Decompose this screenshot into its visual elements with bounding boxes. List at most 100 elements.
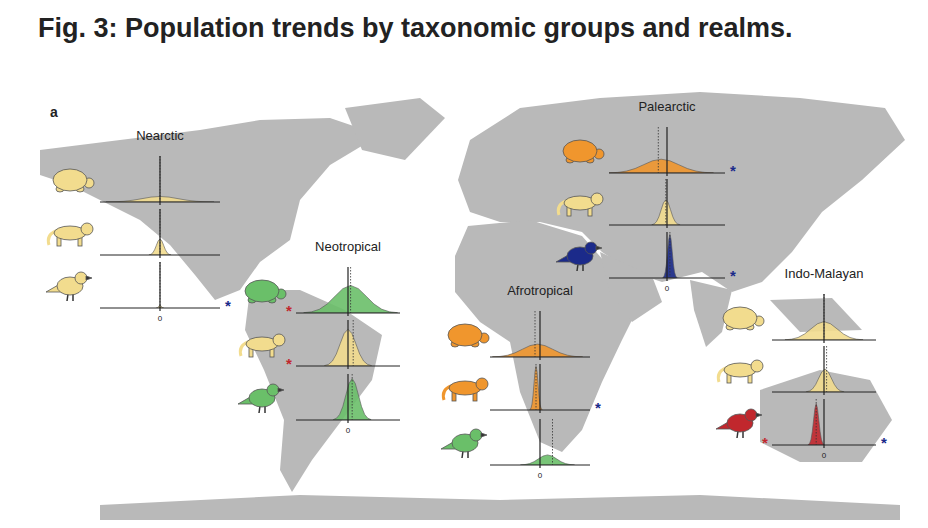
density-panel: Indo-Malayan	[723, 266, 876, 343]
density-panel: Neotropical*	[245, 239, 400, 319]
icon-part	[75, 272, 87, 284]
land	[245, 290, 382, 492]
significance-mark: *	[881, 434, 887, 451]
land	[345, 98, 445, 160]
significance-mark: *	[595, 399, 601, 416]
mean-line	[658, 127, 659, 173]
tick-label: 0	[346, 426, 351, 435]
tick-label: 0	[665, 284, 670, 293]
taxon-icon	[46, 272, 92, 301]
mean-line	[665, 179, 666, 225]
density-area	[806, 369, 843, 392]
icon-part	[245, 280, 279, 302]
data-group	[806, 369, 843, 392]
taxon-icon	[723, 307, 764, 330]
icon-part	[481, 433, 487, 437]
significance-mark: *	[225, 297, 231, 314]
zero-line	[539, 364, 540, 413]
taxon-icon	[443, 378, 488, 401]
tick-label: 0	[822, 451, 827, 460]
icon-part	[273, 334, 285, 346]
taxon-icon	[716, 409, 762, 438]
taxon-icon	[556, 242, 602, 271]
icon-part	[81, 223, 93, 235]
data-group	[304, 285, 398, 313]
icon-part	[53, 169, 87, 191]
mean-line	[536, 364, 537, 410]
realm-title: Nearctic	[136, 128, 184, 143]
data-group	[521, 455, 575, 465]
figure: aNearctic0*Neotropical**0Afrotropical*0P…	[0, 0, 928, 528]
density-panel: 0	[238, 374, 400, 435]
density-panel: 0*	[46, 262, 231, 323]
density-panel: Palearctic *	[563, 99, 736, 179]
mean-line	[350, 267, 351, 313]
icon-part	[470, 429, 482, 441]
taxon-icon	[558, 193, 603, 216]
mean-line	[816, 399, 817, 445]
zero-line	[347, 374, 348, 423]
mean-line	[552, 419, 553, 465]
icon-part	[591, 193, 603, 205]
zero-line	[666, 127, 667, 176]
density-area	[304, 285, 398, 313]
density-panel	[558, 179, 725, 228]
mean-line	[160, 262, 161, 308]
icon-part	[448, 324, 482, 346]
realm-title: Afrotropical	[507, 283, 573, 298]
density-area	[521, 455, 575, 465]
density-area	[609, 159, 713, 173]
mean-line	[669, 232, 670, 278]
land	[100, 495, 900, 520]
tick-label: 0	[158, 314, 163, 323]
realm-title: Indo-Malayan	[785, 266, 864, 281]
zero-line	[159, 262, 160, 311]
icon-part	[745, 409, 757, 421]
taxon-icon	[238, 384, 284, 413]
zero-line	[823, 294, 824, 343]
land	[40, 118, 380, 300]
significance-mark: *	[730, 267, 736, 284]
density-panel	[48, 209, 220, 258]
zero-line	[347, 267, 348, 316]
density-panel: 0**	[716, 399, 887, 460]
taxon-icon	[441, 429, 487, 458]
icon-part	[278, 388, 284, 392]
zero-line	[666, 179, 667, 228]
density-panel: *	[443, 364, 601, 416]
density-panel: 0*	[556, 232, 736, 293]
mean-line	[353, 320, 354, 366]
icon-part	[476, 378, 488, 390]
data-group	[609, 159, 713, 173]
density-panel	[718, 346, 876, 395]
zero-line	[159, 156, 160, 205]
figure-title: Fig. 3: Population trends by taxonomic g…	[38, 10, 838, 46]
significance-mark: *	[286, 302, 292, 319]
mean-line	[352, 374, 353, 420]
mean-line	[160, 209, 161, 255]
icon-part	[585, 242, 597, 254]
land	[760, 370, 892, 462]
icon-part	[596, 246, 602, 250]
taxon-icon	[563, 140, 604, 163]
mean-line	[824, 294, 825, 340]
land	[455, 220, 642, 452]
icon-part	[563, 140, 597, 162]
icon-part	[756, 413, 762, 417]
mean-line	[826, 346, 827, 392]
significance-mark: *	[730, 162, 736, 179]
icon-part	[86, 276, 92, 280]
icon-part	[267, 384, 279, 396]
world-map	[40, 92, 905, 520]
data-group	[493, 344, 583, 357]
realm-title: Palearctic	[638, 99, 696, 114]
panel-label: a	[50, 104, 58, 120]
zero-line	[823, 346, 824, 395]
density-area	[493, 344, 583, 357]
zero-line	[666, 232, 667, 281]
significance-mark: *	[286, 355, 292, 372]
mean-line	[160, 156, 161, 202]
taxon-icon	[718, 360, 763, 383]
taxon-icon	[48, 223, 93, 246]
zero-line	[539, 419, 540, 468]
